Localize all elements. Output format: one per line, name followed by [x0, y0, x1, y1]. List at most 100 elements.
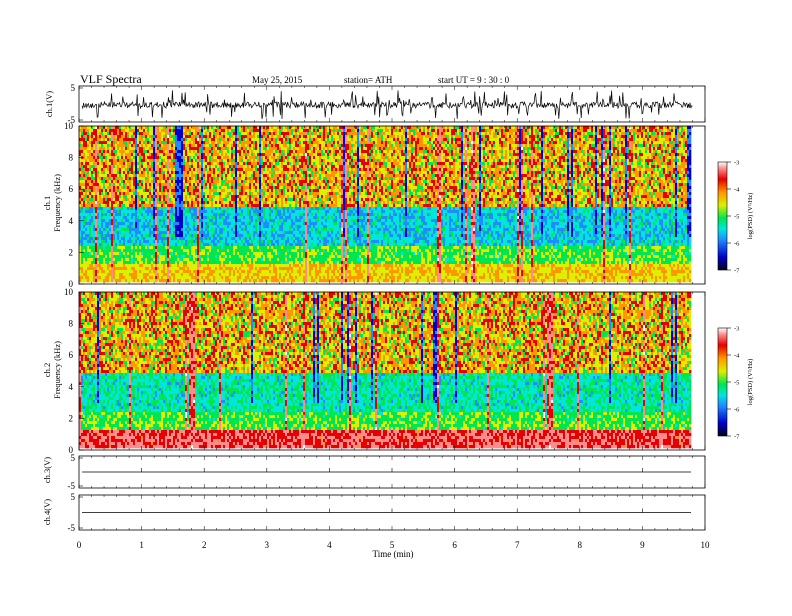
p-s1-psd-cell: [87, 132, 89, 135]
p-s1-psd-cell: [87, 192, 89, 195]
p-s1-psd-cell: [125, 183, 127, 186]
p-s1-psd-cell: [109, 159, 111, 162]
p-s1-psd-cell: [125, 126, 127, 129]
p-s1-psd-cell: [105, 207, 107, 210]
p-s1-psd-cell: [103, 162, 105, 165]
p-s1-psd-cell: [107, 174, 109, 177]
p-s1-psd-cell: [113, 210, 115, 213]
p-s1-psd-cell: [127, 141, 129, 144]
p-s1-psd-cell: [123, 135, 125, 138]
p-s1-psd-cell: [93, 273, 95, 276]
p-s1-psd-cell: [83, 141, 85, 144]
p-s1-psd-cell: [109, 261, 111, 264]
p-s1-psd-cell: [119, 204, 121, 207]
p-s1-psd-cell: [93, 132, 95, 135]
p-s1-psd-cell: [99, 204, 101, 207]
p-s1-psd-cell: [85, 153, 87, 156]
p-s1-psd-cell: [105, 135, 107, 138]
p-s1-psd-cell: [87, 207, 89, 210]
p-s1-psd-cell: [109, 132, 111, 135]
p-s1-psd-cell: [123, 162, 125, 165]
p-s1-psd-cell: [115, 177, 117, 180]
p-s1-psd-cell: [107, 135, 109, 138]
p-s1-psd-cell: [97, 204, 99, 207]
p-s1-psd-cell: [117, 270, 119, 273]
p-s1-psd-cell: [101, 144, 103, 147]
p-s1-psd-cell: [111, 267, 113, 270]
p-s1-psd-cell: [85, 273, 87, 276]
p-s1-psd-cell: [95, 168, 97, 171]
p-s1-psd-cell: [107, 270, 109, 273]
p-s1-psd-cell: [87, 156, 89, 159]
p-s1-psd-cell: [105, 168, 107, 171]
p-s1-psd-cell: [103, 213, 105, 216]
p-s1-psd-cell: [117, 159, 119, 162]
p-s1-psd-cell: [115, 156, 117, 159]
p-s1-psd-cell: [97, 267, 99, 270]
p-s1-psd-cell: [113, 138, 115, 141]
p-s1-psd-cell: [117, 213, 119, 216]
p-s1-psd-cell: [93, 204, 95, 207]
p-s1-psd-cell: [85, 255, 87, 258]
p-s1-psd-cell: [85, 147, 87, 150]
p-s1-psd-cell: [93, 237, 95, 240]
p-s1-psd-cell: [95, 192, 97, 195]
p-s1-psd-cell: [105, 141, 107, 144]
p-s1-psd-cell: [121, 198, 123, 201]
p-s1-psd-cell: [83, 210, 85, 213]
p-s1-psd-cell: [105, 156, 107, 159]
p-s1-psd-cell: [101, 234, 103, 237]
p-s1-psd-cell: [125, 213, 127, 216]
p-s1-psd-cell: [89, 141, 91, 144]
p-s1-psd-cell: [109, 222, 111, 225]
p-s1-psd-cell: [99, 243, 101, 246]
p-s1-psd-cell: [95, 165, 97, 168]
p-s1-psd-cell: [103, 240, 105, 243]
p-s1-psd-cell: [93, 159, 95, 162]
p-s1-psd-cell: [87, 237, 89, 240]
p-s1-psd-cell: [95, 276, 97, 279]
p-s1-psd-cell: [87, 186, 89, 189]
p-s1-psd-cell: [125, 201, 127, 204]
p-s1-psd-cell: [109, 126, 111, 129]
p-s1-psd-cell: [105, 150, 107, 153]
p-s1-psd-cell: [111, 258, 113, 261]
p-s1-psd-cell: [101, 135, 103, 138]
p-s1-psd-cell: [105, 276, 107, 279]
p-s1-psd-cell: [109, 183, 111, 186]
p-s1-psd-cell: [85, 267, 87, 270]
p-s1-psd-cell: [107, 162, 109, 165]
p-s1-psd-cell: [89, 216, 91, 219]
p-s1-psd-cell: [111, 255, 113, 258]
p-s1-psd-cell: [113, 234, 115, 237]
p-s1-psd-cell: [125, 180, 127, 183]
p-s1-psd-cell: [123, 186, 125, 189]
p-s1-psd-cell: [101, 138, 103, 141]
p-s1-psd-cell: [107, 201, 109, 204]
p-s1-psd-cell: [103, 258, 105, 261]
p-s1-psd-cell: [111, 264, 113, 267]
p-s1-psd-cell: [119, 219, 121, 222]
p-s1-psd-cell: [93, 210, 95, 213]
p-s1-psd-cell: [105, 279, 107, 282]
p-s1-psd-cell: [121, 138, 123, 141]
p-s1-psd-cell: [125, 216, 127, 219]
p-s1-psd-cell: [107, 237, 109, 240]
p-s1-psd-cell: [101, 243, 103, 246]
p-s1-psd-cell: [105, 171, 107, 174]
p-s1-psd-cell: [103, 225, 105, 228]
p-s1-psd-cell: [123, 153, 125, 156]
p-s1-psd-cell: [89, 159, 91, 162]
p-s1-psd-cell: [99, 153, 101, 156]
p-s1-psd-cell: [121, 186, 123, 189]
p-s1-psd-cell: [95, 225, 97, 228]
p-s1-psd-cell: [103, 216, 105, 219]
p-s1-psd-cell: [95, 162, 97, 165]
p-s1-psd-cell: [85, 252, 87, 255]
p-s1-psd-cell: [119, 198, 121, 201]
p-s1-psd-cell: [81, 204, 83, 207]
p-s1-psd-cell: [119, 180, 121, 183]
p-s1-psd-cell: [83, 192, 85, 195]
p-s1-psd-cell: [117, 192, 119, 195]
p-s1-psd-cell: [125, 243, 127, 246]
